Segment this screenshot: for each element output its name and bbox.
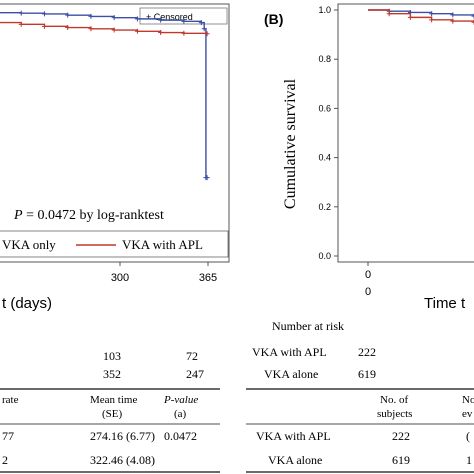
series-vka-only-censor-mark — [88, 13, 94, 19]
risk-a-352: 352 — [103, 367, 121, 381]
series-vka-only-line — [0, 11, 208, 179]
table-a-h-se: (SE) — [102, 408, 123, 420]
table-a-r1-c3: 0.0472 — [164, 429, 197, 443]
y-tick-label-b: 0.6 — [318, 103, 331, 113]
y-tick-label-b: 0.2 — [318, 202, 331, 212]
table-b-h-col1b: subjects — [377, 408, 412, 420]
y-tick-label-b: 0.0 — [318, 251, 331, 261]
table-b: Number at risk VKA with APL 222 VKA alon… — [246, 319, 474, 473]
series-vka-with-apl-censor-mark — [204, 31, 210, 37]
series-b-blue-censor-mark — [429, 11, 435, 17]
risk-a-72: 72 — [186, 349, 198, 363]
y-ticks-b: 1.0 0.8 0.6 0.4 0.2 0.0 — [318, 5, 338, 261]
series-b-blue-line — [368, 9, 474, 17]
panel-b-frame — [337, 3, 474, 263]
panel-b-label: (B) — [264, 11, 283, 27]
series-b-red-censor-mark — [471, 19, 474, 25]
series-vka-only-censor-mark — [18, 10, 24, 16]
series-vka-only-censor-mark — [201, 26, 207, 32]
table-b-r2-subjects: 619 — [392, 453, 410, 467]
x-tick-label-b-0-sub: 0 — [365, 286, 371, 298]
logrank-p: P — [13, 208, 23, 223]
series-b-red-censor-mark — [450, 18, 456, 24]
panel-b-curves — [368, 8, 474, 25]
series-vka-with-apl-censor-mark — [181, 30, 187, 36]
series-b-red-censor-mark — [429, 17, 435, 23]
risk-a-247: 247 — [186, 367, 204, 381]
risk-b-r2-label: VKA alone — [264, 367, 318, 381]
x-tick-label-365: 365 — [199, 272, 217, 284]
series-vka-only-censor-mark — [198, 20, 204, 26]
series-vka-with-apl-censor-mark — [41, 23, 47, 29]
logrank-text: = 0.0472 by log-ranktest — [23, 208, 164, 223]
series-b-red-censor-mark — [407, 14, 413, 20]
table-a-r1-c1: 77 — [2, 429, 14, 443]
series-vka-with-apl-censor-mark — [111, 27, 117, 33]
series-vka-with-apl-censor-mark — [134, 28, 140, 34]
series-vka-with-apl-censor-mark — [88, 26, 94, 32]
table-a-h-rate: rate — [2, 394, 19, 406]
censored-legend: + Censored — [146, 12, 193, 22]
y-tick-label-b: 0.4 — [318, 153, 331, 163]
series-vka-with-apl-censor-mark — [65, 25, 71, 31]
x-axis-label-b: Time t — [424, 295, 466, 312]
panel-a-frame — [0, 3, 230, 263]
series-vka-only-censor-mark — [134, 16, 140, 22]
series-vka-only-censor-mark — [158, 17, 164, 23]
table-a: 103 72 352 247 rate Mean time (SE) P-val… — [0, 349, 220, 473]
logrank-annotation: P = 0.0472 by log-ranktest — [13, 208, 164, 223]
table-b-r2-events: 1 — [466, 453, 472, 467]
series-vka-only-censor-mark — [41, 11, 47, 17]
risk-b-r2-value: 619 — [358, 367, 376, 381]
panel-a-curves — [0, 10, 210, 181]
table-a-r2-c2: 322.46 (4.08) — [90, 453, 155, 467]
legend-vka-only: VKA only — [2, 237, 56, 252]
table-b-r2-label: VKA alone — [268, 453, 322, 467]
y-tick-label-b: 0.8 — [318, 54, 331, 64]
table-b-r1-subjects: 222 — [392, 429, 410, 443]
risk-a-103: 103 — [103, 349, 121, 363]
table-b-h-col2a: No — [462, 394, 474, 406]
series-vka-only-censor-mark — [65, 12, 71, 18]
table-a-h-pvalue: P-value — [163, 394, 198, 406]
table-b-h-col1a: No. of — [380, 394, 408, 406]
series-vka-only-censor-mark — [111, 15, 117, 21]
x-tick-label-b-0: 0 — [365, 269, 371, 281]
table-b-h-col2b: ev — [462, 408, 473, 420]
series-vka-only-censor-mark — [204, 175, 210, 181]
series-b-red-censor-mark — [386, 11, 392, 17]
risk-b-r1-label: VKA with APL — [252, 345, 327, 359]
series-vka-with-apl-censor-mark — [18, 21, 24, 27]
legend-vka-with-apl: VKA with APL — [122, 237, 203, 252]
x-tick-label-300: 300 — [111, 272, 129, 284]
table-b-r1-events: ( — [466, 429, 470, 443]
series-b-blue-censor-mark — [450, 12, 456, 18]
table-a-h-a: (a) — [174, 408, 187, 420]
panel-b: (B) Cumulative survival 1.0 0.8 0.6 0.4 0.2 0… — [264, 3, 474, 312]
table-a-r2-c1: 2 — [2, 453, 8, 467]
panel-a: + Censored P = 0.0472 by log-ranktest VK… — [0, 3, 230, 312]
table-a-h-mean: Mean time — [90, 394, 137, 406]
risk-b-title: Number at risk — [272, 319, 344, 333]
table-a-r1-c2: 274.16 (6.77) — [90, 429, 155, 443]
series-legend-box — [0, 230, 229, 258]
y-axis-label-b: Cumulative survival — [282, 78, 299, 209]
series-vka-only-censor-mark — [181, 18, 187, 24]
series-vka-with-apl-censor-mark — [158, 30, 164, 36]
x-axis-label-a: t (days) — [2, 295, 52, 312]
risk-b-r1-value: 222 — [358, 345, 376, 359]
table-b-r1-label: VKA with APL — [256, 429, 331, 443]
series-b-blue-censor-mark — [471, 13, 474, 19]
y-tick-label-b: 1.0 — [318, 5, 331, 15]
